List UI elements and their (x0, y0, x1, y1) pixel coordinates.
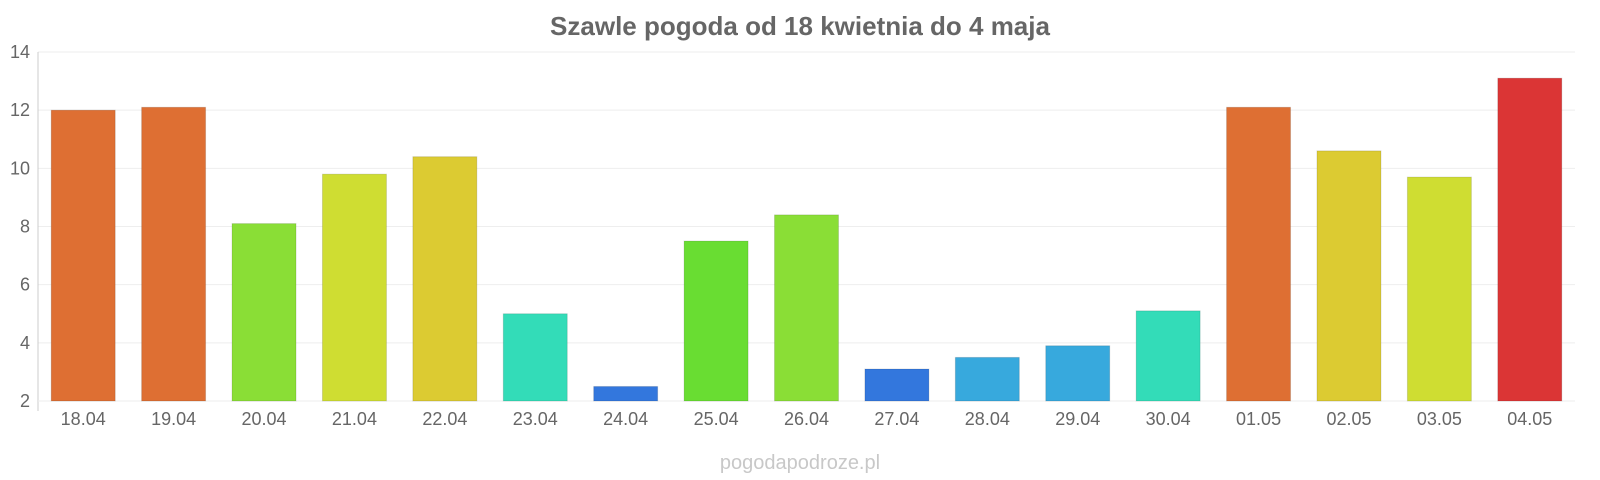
watermark: pogodapodroze.pl (720, 452, 880, 474)
x-tick-label-29.04: 29.04 (1055, 409, 1100, 429)
bar-30.04 (1135, 310, 1201, 402)
y-tick-label-6: 6 (20, 275, 30, 295)
bar-21.04 (321, 173, 387, 402)
bar-18.04 (50, 109, 116, 402)
bars (50, 77, 1563, 402)
bar-19.04 (141, 106, 207, 402)
bar-01.05 (1226, 106, 1292, 402)
x-tick-label-21.04: 21.04 (332, 409, 377, 429)
x-tick-label-24.04: 24.04 (603, 409, 648, 429)
x-tick-label-28.04: 28.04 (965, 409, 1010, 429)
x-tick-label-23.04: 23.04 (513, 409, 558, 429)
bar-26.04 (774, 214, 839, 402)
x-tick-label-03.05: 03.05 (1417, 409, 1462, 429)
x-tick-label-22.04: 22.04 (422, 409, 467, 429)
x-tick-label-02.05: 02.05 (1326, 409, 1371, 429)
y-tick-label-2: 2 (20, 391, 30, 411)
bar-02.05 (1316, 150, 1382, 402)
bar-04.05 (1497, 77, 1563, 402)
y-tick-label-4: 4 (20, 333, 30, 353)
x-tick-label-27.04: 27.04 (874, 409, 919, 429)
y-tick-label-8: 8 (20, 217, 30, 237)
bar-24.04 (593, 385, 659, 402)
x-tick-label-30.04: 30.04 (1146, 409, 1191, 429)
x-tick-label-04.05: 04.05 (1507, 409, 1552, 429)
bar-22.04 (412, 156, 478, 402)
bar-29.04 (1045, 345, 1111, 402)
y-tick-labels: 2 4 6 8 10 12 14 (10, 42, 30, 411)
y-tick-label-14: 14 (10, 42, 30, 62)
bar-25.04 (683, 240, 749, 402)
bar-03.05 (1406, 176, 1472, 402)
x-tick-label-26.04: 26.04 (784, 409, 829, 429)
chart-title: Szawle pogoda od 18 kwietnia do 4 maja (550, 11, 1050, 41)
bar-27.04 (864, 368, 930, 402)
x-tick-label-20.04: 20.04 (242, 409, 287, 429)
x-tick-label-18.04: 18.04 (61, 409, 106, 429)
x-tick-label-25.04: 25.04 (694, 409, 739, 429)
x-tick-label-19.04: 19.04 (151, 409, 196, 429)
bar-28.04 (954, 356, 1020, 402)
x-tick-labels: 18.04 19.04 20.04 21.04 22.04 23.04 24.04 25.04… (61, 409, 1553, 429)
y-tick-label-12: 12 (10, 100, 30, 120)
x-tick-label-01.05: 01.05 (1236, 409, 1281, 429)
bar-20.04 (231, 223, 297, 402)
bar-23.04 (502, 313, 568, 402)
y-tick-label-10: 10 (10, 158, 30, 178)
